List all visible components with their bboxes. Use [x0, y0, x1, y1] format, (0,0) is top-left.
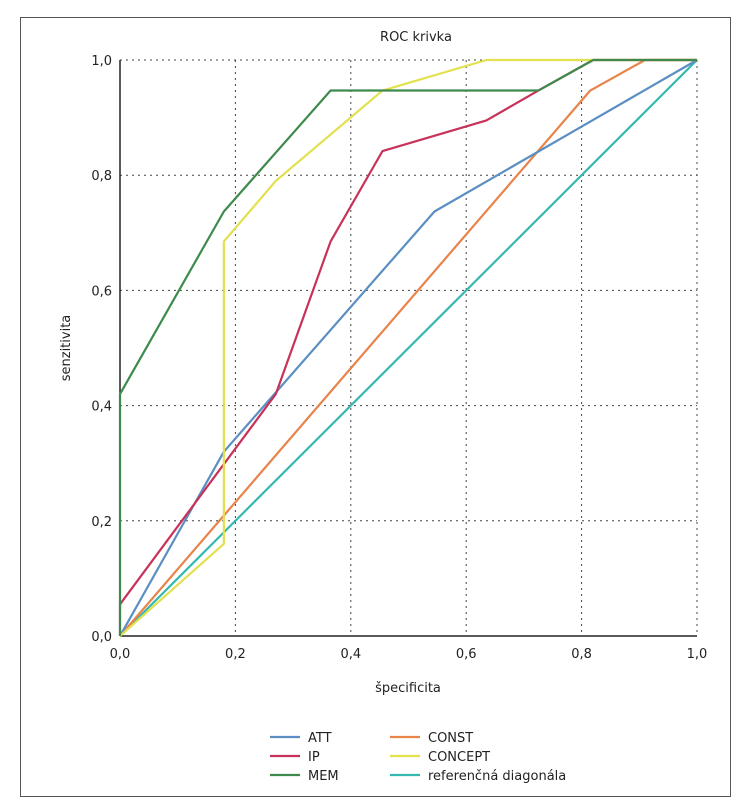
x-tick-label: 1,0 [687, 647, 708, 662]
y-tick-label: 0,2 [91, 515, 112, 530]
y-tick-label: 0,0 [91, 630, 112, 645]
y-tick-label: 1,0 [91, 54, 112, 69]
x-axis-label: špecificita [375, 681, 441, 696]
series-line [119, 58, 697, 637]
legend-label: CONCEPT [428, 750, 490, 765]
series-line [119, 59, 698, 637]
x-tick-label: 0,6 [456, 647, 477, 662]
y-tick-label: 0,8 [91, 169, 112, 184]
x-tick-label: 0,2 [225, 647, 246, 662]
y-tick-label: 0,6 [91, 284, 112, 299]
series-line [119, 59, 698, 637]
y-tick-label: 0,4 [91, 400, 112, 415]
legend: ATT IP MEM CONST CONCEPT referenčná diagonála [270, 731, 566, 784]
chart-title: ROC krivka [380, 30, 452, 45]
x-tick-label: 0,8 [571, 647, 592, 662]
x-tick-label: 0,0 [110, 647, 131, 662]
x-tick-label: 0,4 [340, 647, 361, 662]
y-tick-labels: 0,0 0,2 0,4 0,6 0,8 1,0 [91, 54, 112, 645]
legend-label: MEM [308, 769, 339, 784]
series-lines [118, 58, 698, 637]
y-axis-label: senzitivita [59, 315, 74, 382]
x-tick-labels: 0,0 0,2 0,4 0,6 0,8 1,0 [110, 647, 708, 662]
legend-label: CONST [428, 731, 473, 746]
legend-label: ATT [308, 731, 332, 746]
legend-label: IP [308, 750, 320, 765]
series-line [118, 58, 697, 636]
legend-label: referenčná diagonála [428, 769, 566, 784]
chart-frame [20, 17, 731, 797]
